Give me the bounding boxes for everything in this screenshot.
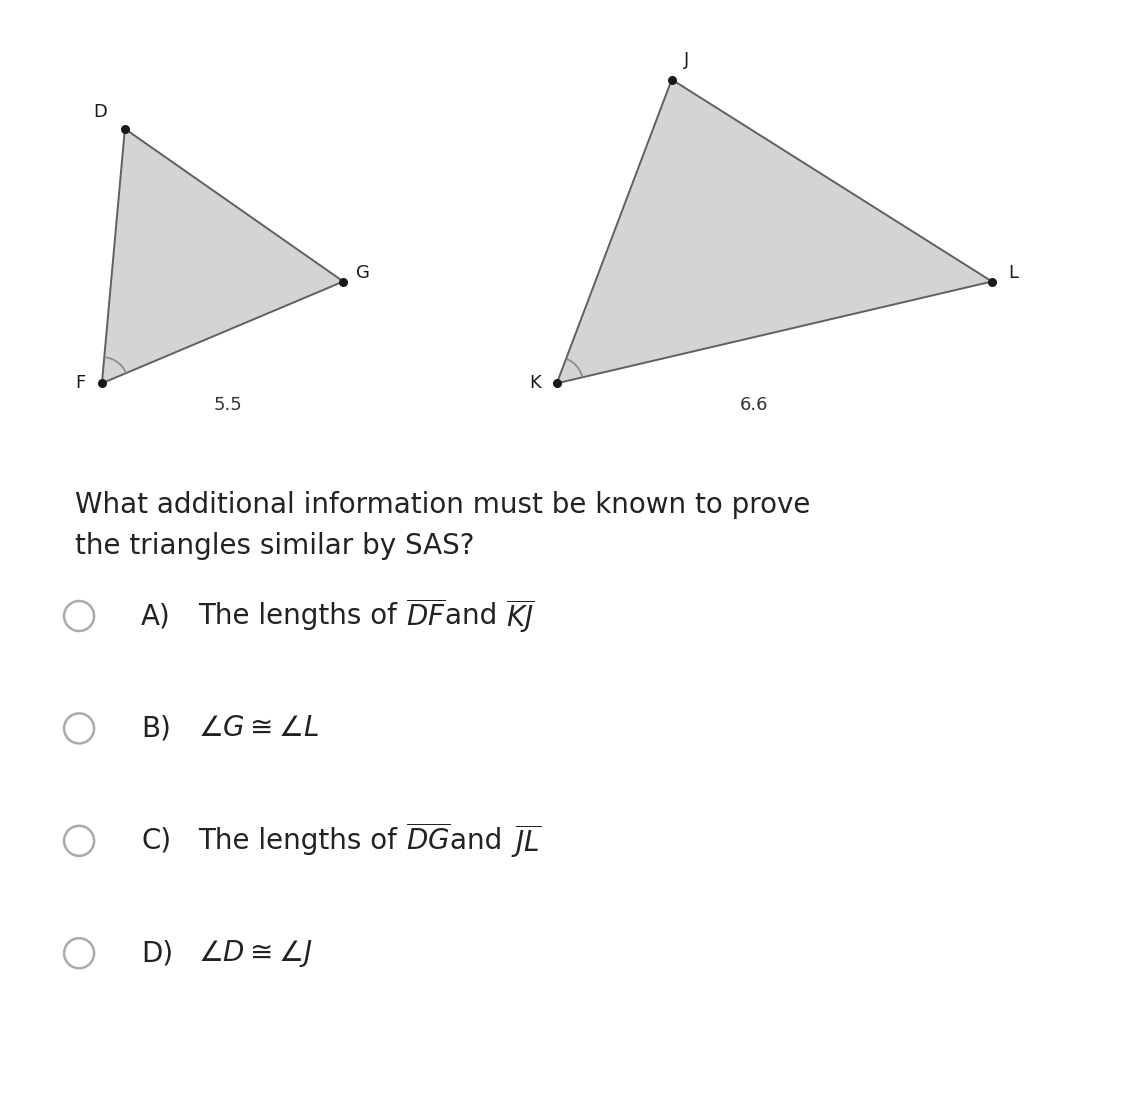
Text: The lengths of: The lengths of bbox=[198, 826, 406, 855]
Text: D): D) bbox=[141, 939, 173, 968]
Text: B): B) bbox=[141, 714, 171, 743]
Text: $\overline{\mathit{JL}}$: $\overline{\mathit{JL}}$ bbox=[512, 822, 541, 860]
Text: C): C) bbox=[141, 826, 172, 855]
Text: $\overline{\mathit{DG}}$: $\overline{\mathit{DG}}$ bbox=[406, 825, 451, 856]
Text: $\angle G \cong \angle L$: $\angle G \cong \angle L$ bbox=[198, 714, 319, 743]
Text: $\angle D \cong \angle J$: $\angle D \cong \angle J$ bbox=[198, 938, 312, 969]
Polygon shape bbox=[557, 79, 992, 383]
Text: F: F bbox=[76, 375, 86, 392]
Text: The lengths of: The lengths of bbox=[198, 602, 406, 630]
Text: What additional information must be known to prove
the triangles similar by SAS?: What additional information must be know… bbox=[75, 490, 810, 560]
Text: 5.5: 5.5 bbox=[214, 396, 243, 413]
Text: and: and bbox=[445, 602, 506, 630]
Text: A): A) bbox=[141, 602, 171, 630]
Text: $\overline{\mathit{DF}}$: $\overline{\mathit{DF}}$ bbox=[406, 601, 445, 631]
Text: $\overline{\mathit{KJ}}$: $\overline{\mathit{KJ}}$ bbox=[506, 597, 534, 635]
Text: D: D bbox=[94, 104, 107, 121]
Text: 6.6: 6.6 bbox=[740, 396, 768, 413]
Text: G: G bbox=[356, 264, 370, 282]
Text: K: K bbox=[530, 375, 541, 392]
Text: J: J bbox=[684, 51, 689, 68]
Text: and: and bbox=[451, 826, 512, 855]
Text: L: L bbox=[1008, 264, 1018, 282]
Polygon shape bbox=[102, 129, 344, 383]
